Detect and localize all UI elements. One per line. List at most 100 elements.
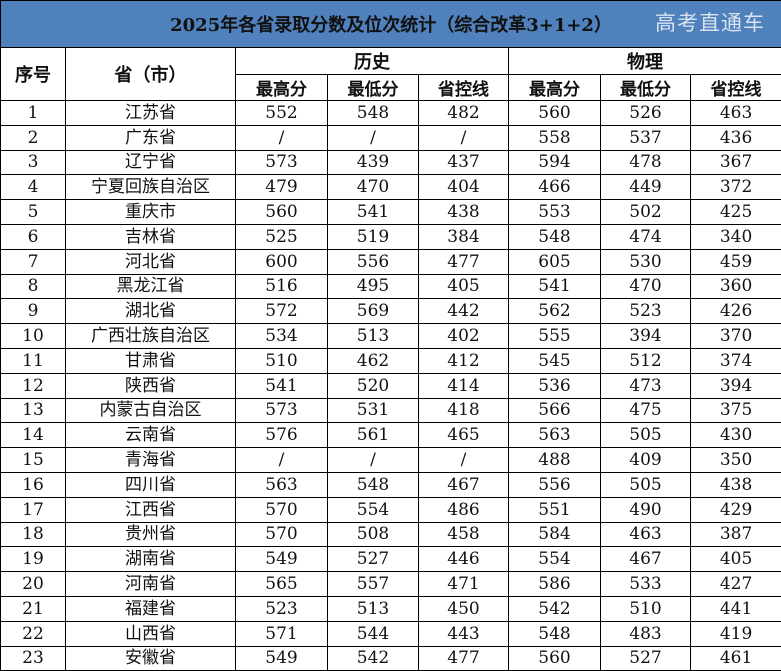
score-cell: 375	[691, 398, 781, 423]
score-cell: 409	[601, 448, 691, 473]
score-cell: 516	[236, 274, 328, 299]
score-cell: 548	[328, 472, 419, 497]
score-cell: 554	[509, 547, 601, 572]
province-cell: 云南省	[66, 423, 236, 448]
score-cell: 551	[509, 497, 601, 522]
province-cell: 黑龙江省	[66, 274, 236, 299]
score-cell: 570	[236, 497, 328, 522]
subheader-3: 最高分	[509, 75, 601, 101]
province-cell: 湖南省	[66, 547, 236, 572]
score-cell: 478	[601, 150, 691, 175]
score-cell: 438	[691, 472, 781, 497]
score-cell: 461	[691, 646, 781, 671]
score-cell: 526	[601, 101, 691, 126]
score-cell: 427	[691, 572, 781, 597]
seq-cell: 11	[1, 348, 66, 373]
table-title: 2025年各省录取分数及位次统计（综合改革3+1+2）	[1, 1, 781, 48]
score-cell: 426	[691, 299, 781, 324]
province-cell: 安徽省	[66, 646, 236, 671]
score-cell: 541	[328, 200, 419, 225]
score-cell: 486	[419, 497, 509, 522]
province-cell: 重庆市	[66, 200, 236, 225]
score-cell: 473	[601, 373, 691, 398]
score-cell: 573	[236, 150, 328, 175]
province-cell: 广东省	[66, 125, 236, 150]
score-cell: 360	[691, 274, 781, 299]
seq-cell: 3	[1, 150, 66, 175]
seq-cell: 15	[1, 448, 66, 473]
header-history: 历史	[236, 48, 509, 75]
score-cell: 513	[328, 596, 419, 621]
seq-cell: 17	[1, 497, 66, 522]
score-cell: 502	[601, 200, 691, 225]
header-seq: 序号	[1, 48, 66, 101]
score-cell: 573	[236, 398, 328, 423]
score-cell: 548	[509, 621, 601, 646]
score-cell: 483	[601, 621, 691, 646]
score-cell: 430	[691, 423, 781, 448]
score-cell: 482	[419, 101, 509, 126]
score-cell: /	[328, 448, 419, 473]
score-cell: 523	[236, 596, 328, 621]
score-cell: 569	[328, 299, 419, 324]
score-cell: 467	[601, 547, 691, 572]
score-cell: 562	[509, 299, 601, 324]
score-cell: 418	[419, 398, 509, 423]
score-cell: 566	[509, 398, 601, 423]
score-cell: /	[419, 125, 509, 150]
score-cell: 437	[419, 150, 509, 175]
score-cell: 527	[328, 547, 419, 572]
score-cell: 463	[601, 522, 691, 547]
province-cell: 吉林省	[66, 224, 236, 249]
seq-cell: 12	[1, 373, 66, 398]
score-cell: 542	[509, 596, 601, 621]
score-cell: 470	[328, 175, 419, 200]
score-cell: 465	[419, 423, 509, 448]
score-cell: 470	[601, 274, 691, 299]
score-cell: 561	[328, 423, 419, 448]
score-cell: 405	[691, 547, 781, 572]
seq-cell: 5	[1, 200, 66, 225]
score-cell: 548	[328, 101, 419, 126]
score-cell: /	[328, 125, 419, 150]
score-cell: 571	[236, 621, 328, 646]
score-cell: 350	[691, 448, 781, 473]
score-cell: 495	[328, 274, 419, 299]
score-cell: 471	[419, 572, 509, 597]
province-cell: 甘肃省	[66, 348, 236, 373]
score-cell: 586	[509, 572, 601, 597]
seq-cell: 10	[1, 324, 66, 349]
seq-cell: 14	[1, 423, 66, 448]
score-cell: /	[419, 448, 509, 473]
header-physics: 物理	[509, 48, 781, 75]
score-cell: 436	[691, 125, 781, 150]
province-cell: 湖北省	[66, 299, 236, 324]
score-cell: 572	[236, 299, 328, 324]
score-cell: 549	[236, 646, 328, 671]
seq-cell: 18	[1, 522, 66, 547]
score-cell: 525	[236, 224, 328, 249]
score-cell: 545	[509, 348, 601, 373]
score-cell: /	[236, 448, 328, 473]
score-cell: 584	[509, 522, 601, 547]
score-cell: 510	[601, 596, 691, 621]
score-cell: 475	[601, 398, 691, 423]
score-cell: 565	[236, 572, 328, 597]
province-cell: 辽宁省	[66, 150, 236, 175]
seq-cell: 9	[1, 299, 66, 324]
score-cell: 527	[601, 646, 691, 671]
score-cell: 510	[236, 348, 328, 373]
seq-cell: 7	[1, 249, 66, 274]
score-cell: 450	[419, 596, 509, 621]
score-cell: 340	[691, 224, 781, 249]
score-cell: 477	[419, 249, 509, 274]
seq-cell: 6	[1, 224, 66, 249]
